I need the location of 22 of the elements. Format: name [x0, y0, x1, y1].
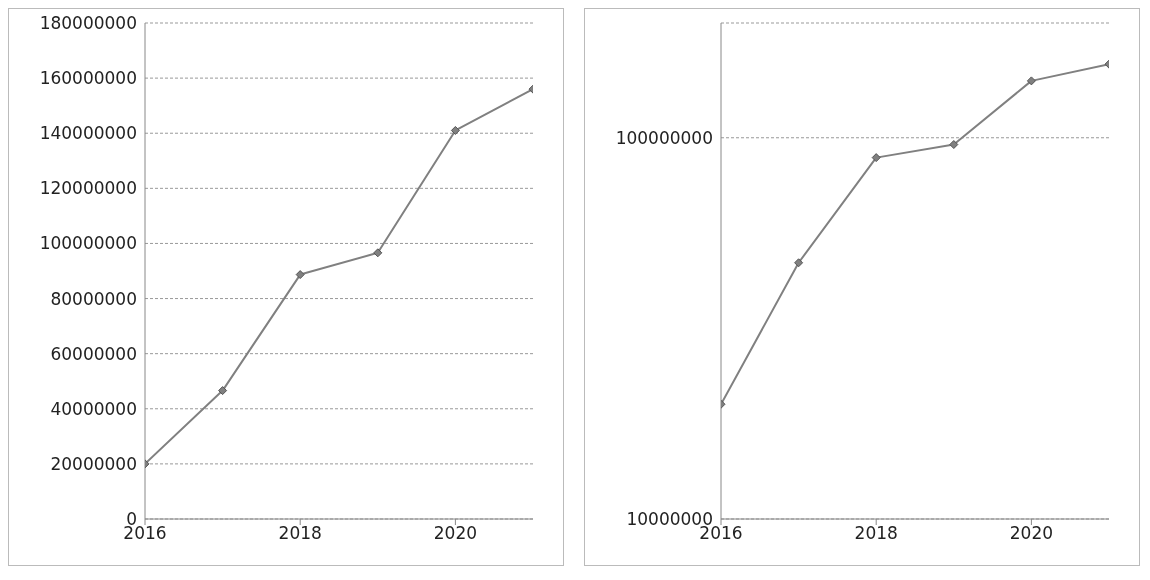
y-tick-label: 120000000 — [39, 178, 137, 199]
y-tick-label: 160000000 — [39, 68, 137, 89]
y-tick-label: 140000000 — [39, 123, 137, 144]
y-tick-label: 80000000 — [50, 288, 137, 309]
x-tick-label: 2018 — [854, 523, 898, 544]
x-tick-label: 2020 — [433, 523, 478, 544]
point — [373, 248, 383, 258]
point — [295, 270, 305, 280]
y-tick-label: 20000000 — [50, 453, 137, 474]
y-tick-label: 100000000 — [615, 127, 713, 148]
point — [949, 140, 959, 150]
y-tick-label: 60000000 — [50, 343, 137, 364]
y-tick-label: 180000000 — [39, 13, 137, 34]
point — [218, 386, 228, 396]
y-tick-label: 100000000 — [39, 233, 137, 254]
point — [1026, 76, 1036, 86]
point — [871, 153, 881, 163]
x-tick-label: 2018 — [278, 523, 322, 544]
x-tick-label: 2020 — [1009, 523, 1054, 544]
point — [794, 258, 804, 268]
point — [450, 125, 460, 135]
y-tick-label: 40000000 — [50, 398, 137, 419]
